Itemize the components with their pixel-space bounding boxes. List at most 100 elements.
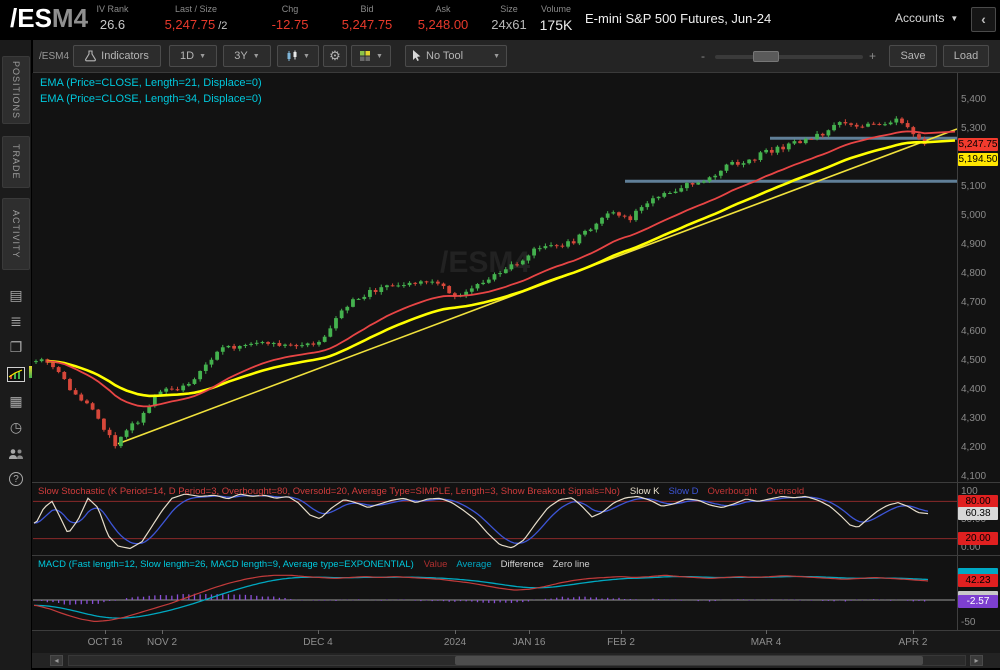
stat-value: 26.6 bbox=[99, 17, 126, 32]
chart-type-dropdown[interactable]: ▼ bbox=[277, 45, 319, 67]
price-tick: 4,700 bbox=[961, 297, 987, 309]
header-stat-volume: Volume 175K bbox=[533, 3, 579, 33]
stoch-axis-tick: 100 bbox=[961, 486, 978, 498]
stoch-value-bubble: 20.00 bbox=[958, 532, 998, 546]
stat-label: Bid bbox=[360, 4, 374, 14]
macd-axis-tick: -50 bbox=[961, 616, 976, 628]
collapse-panel-button[interactable]: ‹ bbox=[971, 7, 996, 32]
time-axis-label: 2024 bbox=[443, 637, 467, 648]
stoch-panel-canvas[interactable] bbox=[32, 483, 958, 555]
chart-tab-icon[interactable] bbox=[0, 362, 32, 384]
scroll-right-icon[interactable]: ▸ bbox=[970, 655, 983, 666]
scrollbar-track[interactable] bbox=[68, 655, 966, 666]
macd-study-label[interactable]: MACD (Fast length=12, Slow length=26, MA… bbox=[38, 559, 414, 570]
time-axis[interactable] bbox=[32, 630, 1000, 653]
time-axis-label: FEB 2 bbox=[607, 637, 635, 648]
price-tick: 4,400 bbox=[961, 384, 987, 396]
stoch-legend-overbought[interactable]: Overbought bbox=[707, 486, 758, 497]
macd-panel-canvas[interactable] bbox=[32, 556, 958, 630]
time-axis-label: OCT 16 bbox=[87, 637, 123, 648]
indicators-button[interactable]: Indicators bbox=[73, 45, 161, 67]
stat-value: 175K bbox=[539, 17, 573, 33]
time-axis-tick bbox=[529, 630, 530, 634]
macd-legend-value[interactable]: Value bbox=[423, 559, 448, 570]
flip-chart-icon[interactable]: ❐ bbox=[9, 339, 23, 355]
macd-legend-difference[interactable]: Difference bbox=[500, 559, 544, 570]
grid-layout-icon[interactable]: ▦ bbox=[9, 393, 23, 409]
macd-value-bubble bbox=[958, 591, 998, 598]
watchlist-icon[interactable]: ▤ bbox=[9, 287, 23, 303]
zoom-slider-handle[interactable] bbox=[753, 51, 779, 62]
stat-label: IV Rank bbox=[96, 4, 129, 14]
scrollbar-handle[interactable] bbox=[455, 656, 923, 665]
timeframe-value: 1D bbox=[180, 50, 195, 62]
chevron-down-icon: ▼ bbox=[199, 52, 206, 60]
macd-value-line bbox=[33, 574, 929, 622]
time-axis-tick bbox=[105, 630, 106, 634]
candlesticks bbox=[34, 116, 927, 449]
price-tick: 4,200 bbox=[961, 442, 987, 454]
panel-separator bbox=[32, 555, 1000, 556]
save-label: Save bbox=[900, 50, 926, 62]
stoch-legend-oversold[interactable]: Oversold bbox=[766, 486, 805, 497]
zoom-out-button[interactable]: - bbox=[701, 49, 705, 63]
time-axis-label: MAR 4 bbox=[750, 637, 782, 648]
symbol-root: /ES bbox=[10, 3, 52, 33]
time-axis-label: NOV 2 bbox=[146, 637, 178, 648]
time-scrollbar: ◂ ▸ bbox=[32, 653, 1000, 668]
history-clock-icon[interactable]: ◷ bbox=[9, 419, 23, 435]
grid-layout-dropdown[interactable]: ▼ bbox=[351, 45, 391, 67]
stoch-panel-header: Slow Stochastic (K Period=14, D Period=3… bbox=[38, 486, 804, 497]
stat-value-suffix: /2 bbox=[215, 20, 228, 32]
stoch-study-label[interactable]: Slow Stochastic (K Period=14, D Period=3… bbox=[38, 486, 620, 497]
timeframe-dropdown[interactable]: 1D ▼ bbox=[169, 45, 217, 67]
time-axis-label: DEC 4 bbox=[303, 637, 333, 648]
ema34-line bbox=[47, 139, 956, 398]
price-tick: 5,300 bbox=[961, 122, 987, 134]
time-axis-tick bbox=[621, 630, 622, 634]
price-tick: 4,900 bbox=[961, 239, 987, 250]
sidebar-tab-positions[interactable]: POSITIONS bbox=[2, 56, 30, 124]
chart-toolbar: /ESM4 Indicators 1D ▼ 3Y ▼ ▼ ⚙ ▼ No Tool ▼… bbox=[33, 40, 1000, 73]
chevron-down-icon: ▼ bbox=[303, 52, 310, 60]
price-tick: 4,100 bbox=[961, 471, 987, 483]
chart-background bbox=[32, 73, 1000, 630]
price-tick: 5,400 bbox=[961, 93, 987, 105]
zoom-in-button[interactable]: + bbox=[869, 49, 877, 63]
stoch-legend-slow-k[interactable]: Slow K bbox=[629, 486, 660, 497]
save-button[interactable]: Save bbox=[889, 45, 937, 67]
stoch-value-bubble: 60.38 bbox=[958, 507, 998, 521]
help-icon[interactable]: ? bbox=[0, 466, 32, 488]
stoch-legend: Slow K Slow D Overbought Oversold bbox=[630, 486, 804, 497]
panel-separator bbox=[32, 482, 1000, 483]
load-button[interactable]: Load bbox=[943, 45, 989, 67]
macd-legend-zero-line[interactable]: Zero line bbox=[552, 559, 590, 570]
stat-label: Ask bbox=[435, 4, 451, 14]
chart-watermark: /ESM4 bbox=[440, 246, 531, 279]
range-dropdown[interactable]: 3Y ▼ bbox=[223, 45, 271, 67]
level2-rows-icon[interactable]: ≣ bbox=[10, 313, 22, 329]
macd-average-line bbox=[34, 575, 929, 619]
main-chart-canvas[interactable] bbox=[32, 73, 958, 482]
scroll-left-icon[interactable]: ◂ bbox=[50, 655, 63, 666]
price-levels bbox=[625, 136, 957, 183]
shared-users-icon[interactable] bbox=[0, 442, 32, 464]
accounts-label: Accounts bbox=[895, 11, 945, 25]
indicators-label: Indicators bbox=[101, 50, 149, 62]
drawing-tool-dropdown[interactable]: No Tool ▼ bbox=[405, 45, 507, 67]
zoom-slider-track[interactable] bbox=[715, 51, 863, 62]
price-tick: 4,600 bbox=[961, 326, 987, 338]
price-tick: 4,500 bbox=[961, 355, 987, 367]
macd-legend-average[interactable]: Average bbox=[456, 559, 492, 570]
symbol-title: /ESM4 bbox=[10, 3, 88, 34]
ema34-study-label[interactable]: EMA (Price=CLOSE, Length=34, Displace=0) bbox=[40, 93, 262, 105]
chevron-down-icon: ▼ bbox=[493, 52, 500, 60]
stat-label: Chg bbox=[281, 4, 299, 14]
ema21-study-label[interactable]: EMA (Price=CLOSE, Length=21, Displace=0) bbox=[40, 77, 262, 89]
sidebar-tab-activity[interactable]: ACTIVITY bbox=[2, 198, 30, 270]
sidebar-tab-trade[interactable]: TRADE bbox=[2, 136, 30, 188]
chart-settings-button[interactable]: ⚙ bbox=[323, 45, 347, 67]
chevron-down-icon: ▼ bbox=[950, 14, 959, 23]
accounts-dropdown[interactable]: Accounts ▼ bbox=[895, 11, 958, 25]
stoch-legend-slow-d[interactable]: Slow D bbox=[668, 486, 699, 497]
